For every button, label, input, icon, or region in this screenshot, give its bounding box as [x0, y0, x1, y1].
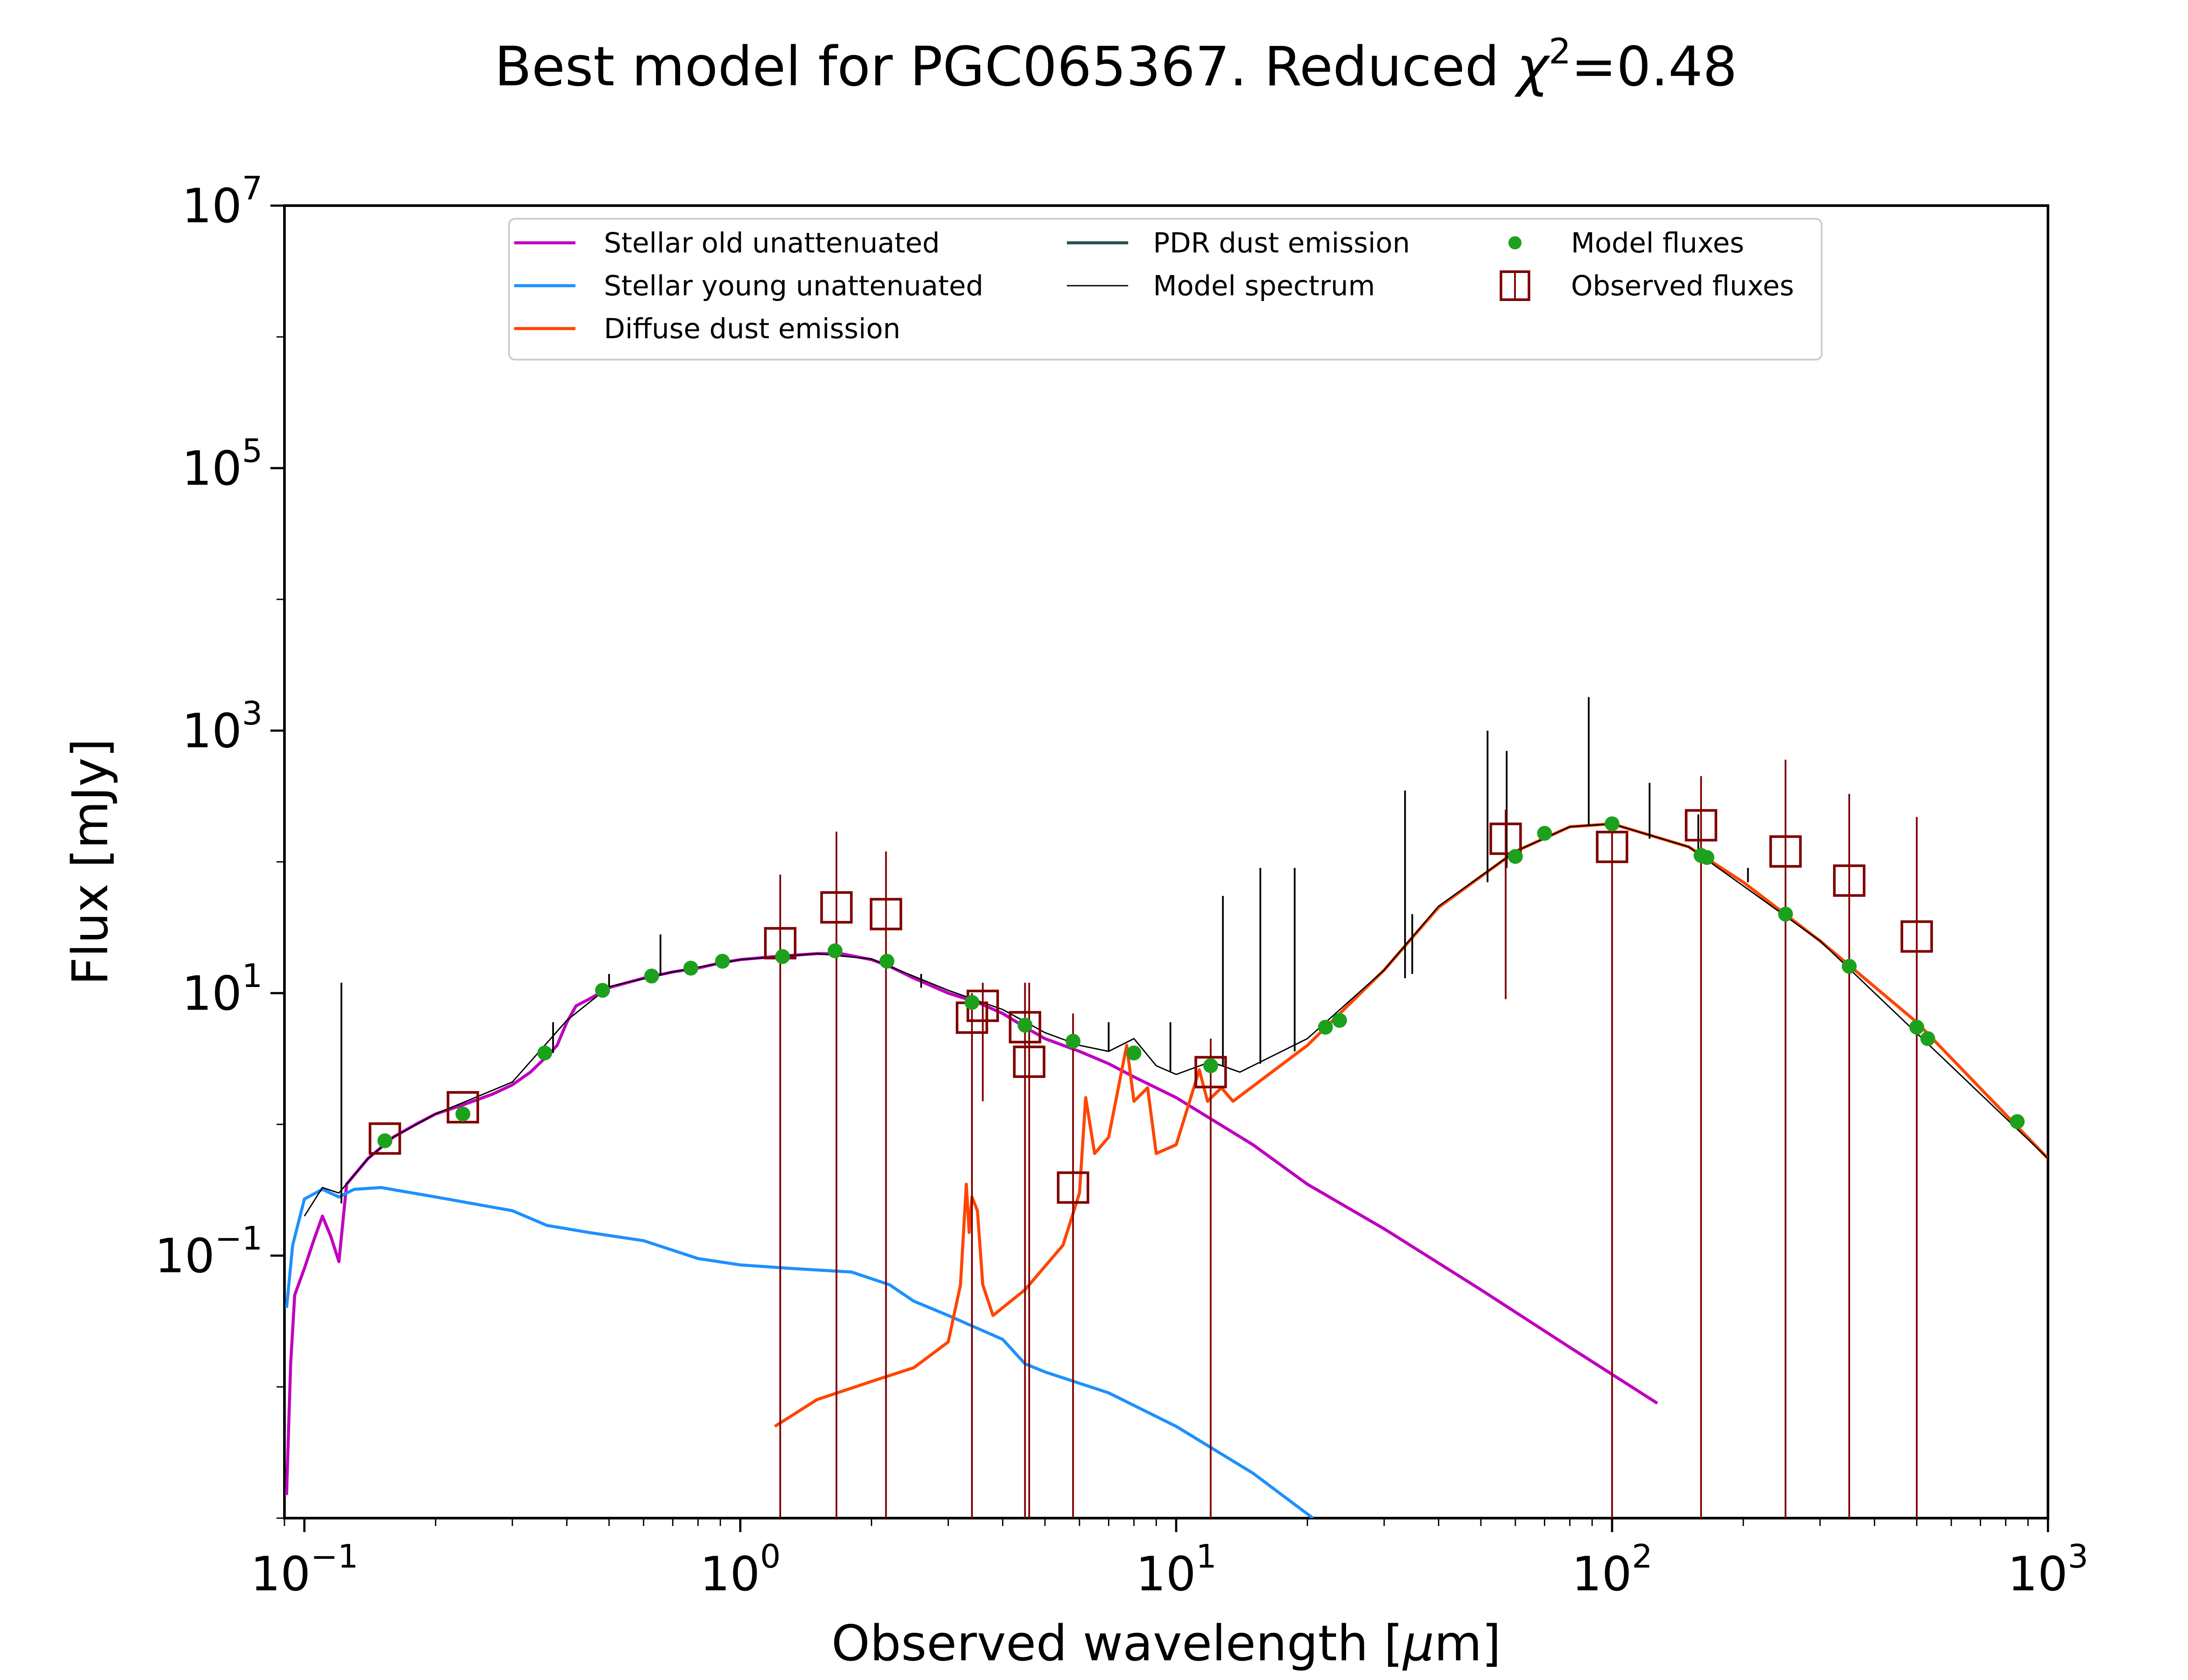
legend-label-pdr-dust-emission: PDR dust emission: [1153, 227, 1410, 259]
observed-flux-marker: [446, 1091, 479, 1124]
observed-flux-marker: [368, 1122, 401, 1155]
model-flux-point: [683, 960, 698, 976]
model-flux-point: [1017, 1018, 1033, 1033]
x-tick-label: 10−1: [250, 1538, 358, 1602]
model-flux-point: [1203, 1058, 1218, 1073]
model-flux-point: [964, 995, 980, 1010]
legend-swatch-model-fluxes: [1508, 236, 1522, 249]
model-flux-point: [1841, 959, 1857, 974]
model-flux-point: [1332, 1013, 1347, 1028]
model-flux-point: [879, 954, 894, 969]
x-tick-label: 102: [1572, 1538, 1653, 1602]
legend-label-diffuse-dust-emission: Diffuse dust emission: [604, 313, 901, 345]
x-tick-label: 101: [1136, 1538, 1217, 1602]
y-tick-label: 105: [182, 432, 263, 496]
x-tick-label: 100: [700, 1538, 781, 1602]
observed-flux-marker: [820, 891, 853, 924]
model-flux-point: [1778, 906, 1793, 922]
y-tick-label: 107: [182, 170, 263, 234]
model-flux-point: [1537, 826, 1552, 841]
legend-box: [508, 218, 1823, 360]
model-flux-point: [644, 968, 659, 984]
observed-flux-marker: [1009, 1011, 1041, 1043]
legend-label-stellar-old-unattenuated: Stellar old unattenuated: [604, 227, 940, 259]
model-flux-point: [595, 983, 610, 998]
axis-ticks: 10−1 100 101 102 103 10−1 101 103 105 107: [154, 170, 2088, 1602]
model-flux-point: [1066, 1033, 1081, 1049]
observed-flux-marker: [1595, 830, 1628, 863]
observed-flux-marker: [1489, 822, 1522, 855]
x-tick-label: 103: [2008, 1538, 2089, 1602]
observed-flux-marker: [1900, 920, 1933, 953]
observed-flux-marker: [1013, 1045, 1045, 1078]
model-flux-point: [1604, 816, 1620, 831]
model-flux-point: [828, 943, 843, 959]
model-flux-point: [1318, 1019, 1333, 1035]
legend-label-observed-fluxes: Observed fluxes: [1571, 270, 1794, 302]
model-flux-point: [2009, 1114, 2025, 1129]
model-flux-point: [1699, 850, 1715, 865]
legend: Stellar old unattenuated Stellar young un…: [508, 218, 1823, 360]
legend-label-model-spectrum: Model spectrum: [1153, 270, 1375, 302]
observed-flux-marker: [1194, 1056, 1227, 1088]
observed-flux-marker: [1685, 809, 1718, 842]
model-flux-point: [1508, 849, 1523, 864]
y-axis-label: Flux [mJy]: [62, 738, 119, 985]
x-axis-label: Observed wavelength [μm]: [831, 1615, 1501, 1672]
legend-label-stellar-young-unattenuated: Stellar young unattenuated: [604, 270, 983, 302]
model-flux-point: [455, 1106, 470, 1122]
model-flux-point: [775, 949, 790, 964]
model-flux-point: [537, 1045, 552, 1060]
model-flux-point: [1909, 1019, 1925, 1035]
observed-flux-marker: [1833, 864, 1865, 897]
model-flux-point: [377, 1133, 393, 1148]
y-tick-label: 10−1: [154, 1220, 263, 1284]
model-flux-point: [1920, 1031, 1936, 1046]
observed-flux-marker: [870, 898, 902, 931]
model-flux-point: [1126, 1045, 1142, 1060]
legend-label-model-fluxes: Model fluxes: [1571, 227, 1744, 259]
observed-flux-marker: [1769, 835, 1802, 868]
y-tick-label: 101: [182, 957, 263, 1021]
chart-title: Best model for PGC065367. Reduced χ2=0.4…: [494, 31, 1737, 98]
model-flux-point: [715, 954, 730, 969]
y-tick-label: 103: [182, 695, 263, 759]
plot-area: [285, 697, 2048, 1518]
observed-flux-marker: [1057, 1171, 1090, 1204]
